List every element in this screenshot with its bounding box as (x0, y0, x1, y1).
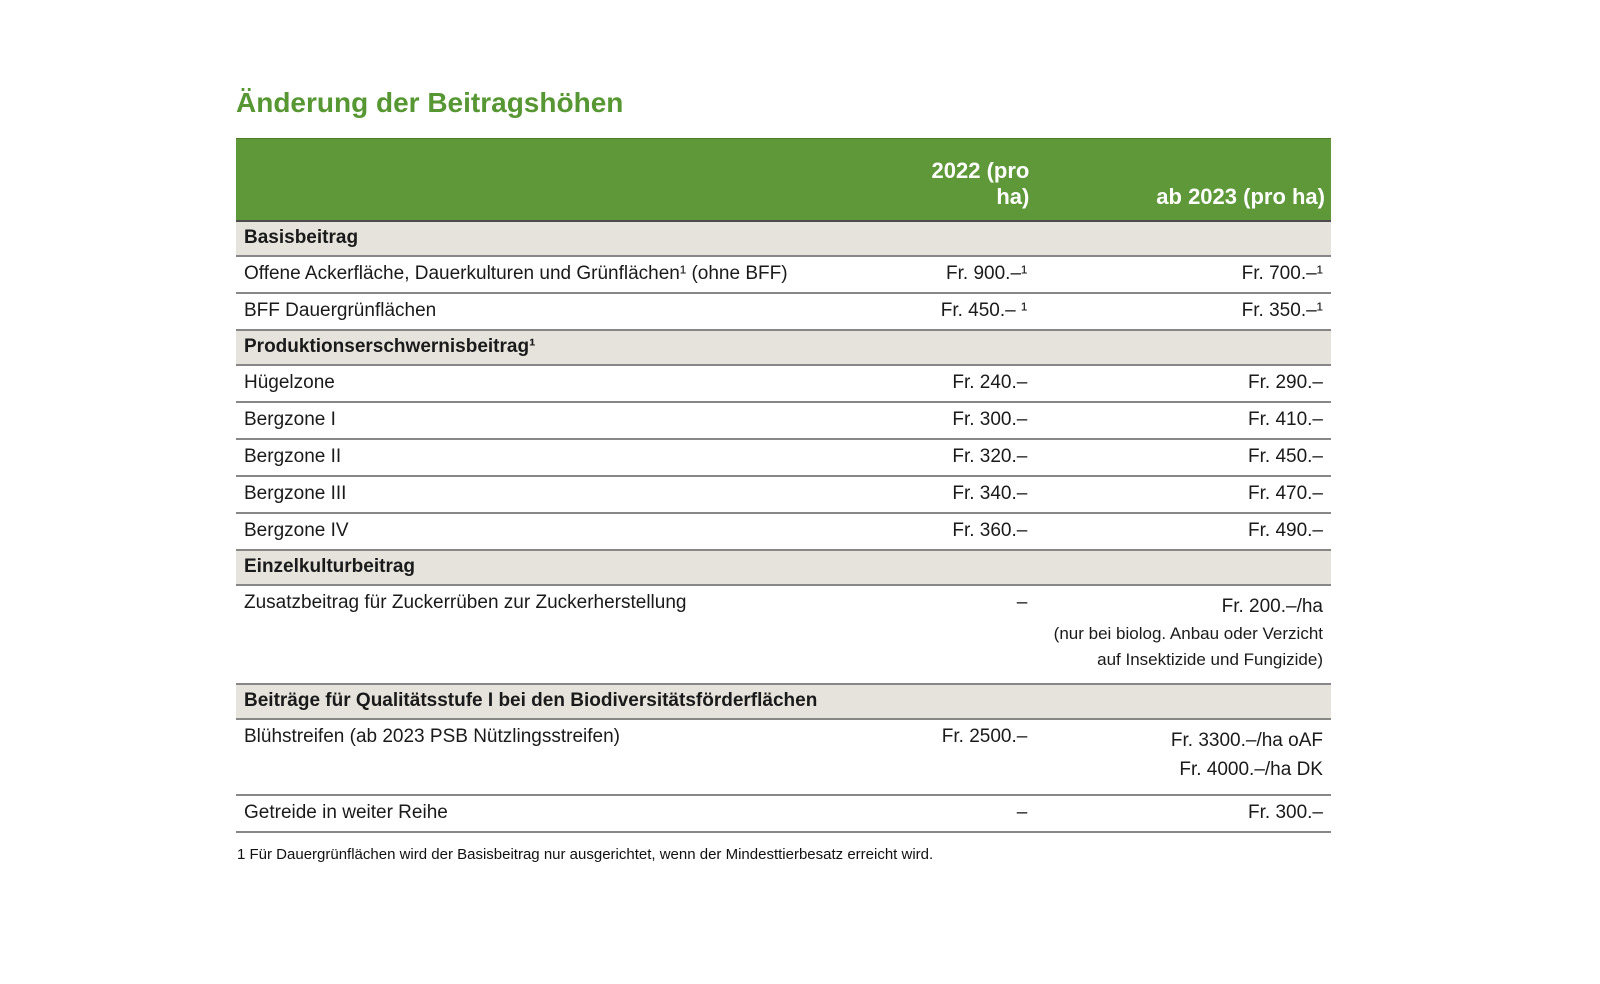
value-2022: Fr. 360.– (893, 511, 1036, 550)
row-label: Offene Ackerfläche, Dauerkulturen und Gr… (236, 254, 893, 293)
row-label: Blühstreifen (ab 2023 PSB Nützlingsstrei… (236, 717, 893, 795)
table-row: Hügelzone Fr. 240.– Fr. 290.– (236, 363, 1331, 402)
value-2023-note: auf Insektizide und Fungizide) (1097, 649, 1323, 669)
value-2023: Fr. 290.– (1035, 363, 1331, 402)
column-header-empty (236, 138, 893, 221)
page-title: Änderung der Beitragshöhen (236, 87, 624, 118)
row-label: Getreide in weiter Reihe (236, 793, 893, 832)
section-row-produktionserschwernisbeitrag: Produktionserschwernisbeitrag¹ (236, 328, 1331, 365)
table-header-row: 2022 (pro ha) ab 2023 (pro ha) (236, 138, 1331, 221)
value-2022: Fr. 450.– ¹ (893, 291, 1036, 330)
row-label: BFF Dauergrünflächen (236, 291, 893, 330)
value-2023-amount: Fr. 200.–/ha (1221, 595, 1323, 617)
section-title: Produktionserschwernisbeitrag¹ (236, 328, 1331, 365)
value-2023: Fr. 490.– (1035, 511, 1331, 550)
value-2023: Fr. 470.– (1035, 474, 1331, 513)
row-label: Zusatzbeitrag für Zuckerrüben zur Zucker… (236, 583, 893, 684)
value-2022: Fr. 340.– (893, 474, 1036, 513)
section-title: Basisbeitrag (236, 219, 1331, 256)
table-row: Bergzone IV Fr. 360.– Fr. 490.– (236, 511, 1331, 550)
section-title: Beiträge für Qualitätsstufe I bei den Bi… (236, 682, 1331, 719)
contribution-rates-table: 2022 (pro ha) ab 2023 (pro ha) Basisbeit… (236, 138, 1331, 833)
row-label: Bergzone I (236, 400, 893, 439)
value-2023-line: Fr. 4000.–/ha DK (1179, 758, 1323, 780)
footnote: 1 Für Dauergrünflächen wird der Basisbei… (237, 845, 934, 863)
value-2022: – (893, 793, 1036, 832)
value-2022: Fr. 900.–¹ (893, 254, 1036, 293)
table-row: Bergzone I Fr. 300.– Fr. 410.– (236, 400, 1331, 439)
section-row-basisbeitrag: Basisbeitrag (236, 219, 1331, 256)
value-2023: Fr. 300.– (1035, 793, 1331, 832)
content-area: Änderung der Beitragshöhen 2022 (pro ha)… (236, 86, 1331, 863)
table-row: Bergzone II Fr. 320.– Fr. 450.– (236, 437, 1331, 476)
column-header-2022: 2022 (pro ha) (893, 138, 1036, 221)
value-2023: Fr. 350.–¹ (1035, 291, 1331, 330)
row-label: Bergzone II (236, 437, 893, 476)
value-2022: Fr. 240.– (893, 363, 1036, 402)
value-2023: Fr. 200.–/ha (nur bei biolog. Anbau oder… (1035, 583, 1331, 684)
section-row-einzelkulturbeitrag: Einzelkulturbeitrag (236, 548, 1331, 585)
section-row-qualitaetsstufe: Beiträge für Qualitätsstufe I bei den Bi… (236, 682, 1331, 719)
value-2023: Fr. 450.– (1035, 437, 1331, 476)
table-row: Bergzone III Fr. 340.– Fr. 470.– (236, 474, 1331, 513)
row-label: Hügelzone (236, 363, 893, 402)
table-row: Getreide in weiter Reihe – Fr. 300.– (236, 793, 1331, 832)
table-row: Zusatzbeitrag für Zuckerrüben zur Zucker… (236, 583, 1331, 684)
row-label: Bergzone IV (236, 511, 893, 550)
value-2022: Fr. 300.– (893, 400, 1036, 439)
table-row: Offene Ackerfläche, Dauerkulturen und Gr… (236, 254, 1331, 293)
value-2023-line: Fr. 3300.–/ha oAF (1170, 729, 1323, 751)
value-2023-note: (nur bei biolog. Anbau oder Verzicht (1053, 623, 1323, 643)
value-2023: Fr. 700.–¹ (1035, 254, 1331, 293)
value-2022: – (893, 583, 1036, 684)
section-title: Einzelkulturbeitrag (236, 548, 1331, 585)
row-label: Bergzone III (236, 474, 893, 513)
value-2023: Fr. 3300.–/ha oAF Fr. 4000.–/ha DK (1035, 717, 1331, 795)
value-2022: Fr. 320.– (893, 437, 1036, 476)
value-2023: Fr. 410.– (1035, 400, 1331, 439)
table-row: BFF Dauergrünflächen Fr. 450.– ¹ Fr. 350… (236, 291, 1331, 330)
value-2022: Fr. 2500.– (893, 717, 1036, 795)
column-header-2023: ab 2023 (pro ha) (1035, 138, 1331, 221)
table-row: Blühstreifen (ab 2023 PSB Nützlingsstrei… (236, 717, 1331, 795)
